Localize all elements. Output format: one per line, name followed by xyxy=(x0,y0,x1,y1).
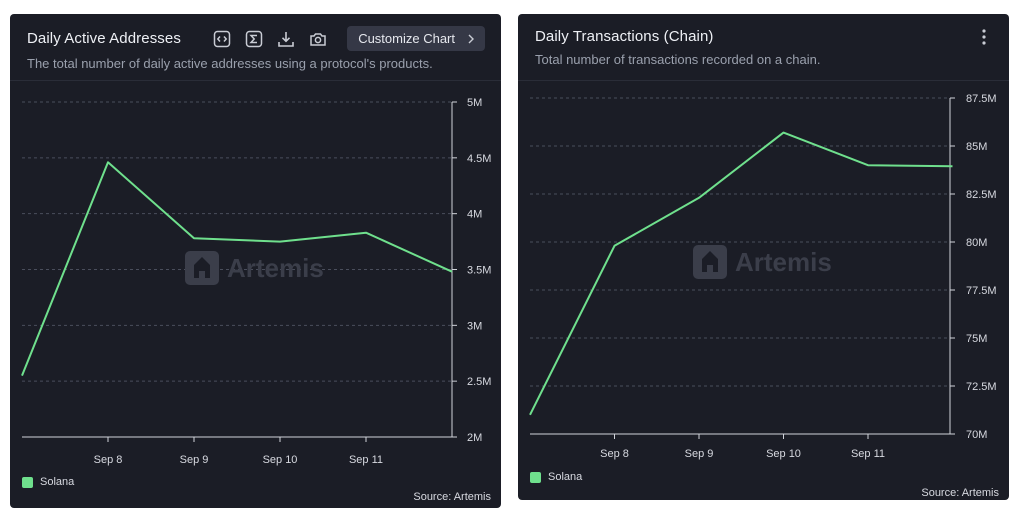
customize-chart-label: Customize Chart xyxy=(358,31,455,46)
legend-swatch xyxy=(530,471,541,483)
x-tick-label: Sep 9 xyxy=(685,448,714,460)
customize-chart-button[interactable]: Customize Chart xyxy=(347,26,485,51)
series-line-solana xyxy=(21,161,453,376)
chart-subtitle: The total number of daily active address… xyxy=(27,56,433,71)
x-tick-label: Sep 8 xyxy=(600,448,629,460)
x-tick-label: Sep 10 xyxy=(766,448,801,460)
y-tick-label: 85M xyxy=(966,141,987,153)
chevron-right-icon xyxy=(468,34,474,43)
embed-code-icon[interactable] xyxy=(211,28,233,50)
chart-title: Daily Active Addresses xyxy=(27,30,181,47)
y-tick-label: 75M xyxy=(966,333,987,345)
y-tick-label: 4.5M xyxy=(467,153,491,165)
more-vertical-icon[interactable] xyxy=(975,26,993,48)
x-tick-label: Sep 10 xyxy=(263,454,298,466)
chart-title: Daily Transactions (Chain) xyxy=(535,28,714,45)
camera-icon[interactable] xyxy=(307,28,329,50)
artemis-logo-icon xyxy=(185,251,219,285)
x-tick-label: Sep 8 xyxy=(94,454,123,466)
chart-legend[interactable]: Solana xyxy=(530,471,582,483)
y-tick-label: 5M xyxy=(467,97,482,109)
y-tick-label: 82.5M xyxy=(966,189,997,201)
x-tick-label: Sep 11 xyxy=(349,454,383,466)
y-tick-label: 2.5M xyxy=(467,376,491,388)
y-tick-label: 72.5M xyxy=(966,381,997,393)
watermark-text: Artemis xyxy=(735,246,832,277)
y-tick-label: 4M xyxy=(467,209,482,221)
chart-legend[interactable]: Solana xyxy=(22,476,74,488)
daily-active-addresses-chart: 2M 2.5M 3M 3.5M 4M 4.5M 5M Sep 8 Sep 9 Sep 10 Sep … xyxy=(21,97,491,466)
x-tick-label: Sep 9 xyxy=(180,454,209,466)
artemis-watermark: Artemis xyxy=(693,245,832,279)
source-label: Source: Artemis xyxy=(921,487,999,499)
sigma-icon[interactable] xyxy=(243,28,265,50)
y-tick-label: 3.5M xyxy=(467,265,491,277)
y-tick-label: 80M xyxy=(966,237,987,249)
watermark-text: Artemis xyxy=(227,252,324,283)
artemis-watermark: Artemis xyxy=(185,251,324,285)
daily-transactions-chart: 70M 72.5M 75M 77.5M 80M 82.5M 85M 87.5M Sep 8 Sep… xyxy=(529,93,997,460)
legend-label: Solana xyxy=(548,471,583,483)
panel-header: Daily Active Addresses The total number … xyxy=(10,14,501,81)
daily-transactions-panel: Daily Transactions (Chain) Total number … xyxy=(518,14,1009,500)
daily-active-addresses-panel: Daily Active Addresses The total number … xyxy=(10,14,501,508)
y-tick-label: 2M xyxy=(467,432,482,444)
y-tick-label: 3M xyxy=(467,320,482,332)
source-label: Source: Artemis xyxy=(413,491,491,503)
y-tick-label: 70M xyxy=(966,429,987,441)
chart-toolbar: Customize Chart xyxy=(211,26,485,51)
download-icon[interactable] xyxy=(275,28,297,50)
x-tick-label: Sep 11 xyxy=(851,448,885,460)
panel-header: Daily Transactions (Chain) Total number … xyxy=(518,14,1009,81)
legend-swatch xyxy=(22,476,33,488)
y-tick-label: 87.5M xyxy=(966,93,997,105)
artemis-logo-icon xyxy=(693,245,727,279)
legend-label: Solana xyxy=(40,476,75,488)
series-line-solana xyxy=(529,131,953,416)
y-tick-label: 77.5M xyxy=(966,285,997,297)
chart-subtitle: Total number of transactions recorded on… xyxy=(535,52,821,67)
